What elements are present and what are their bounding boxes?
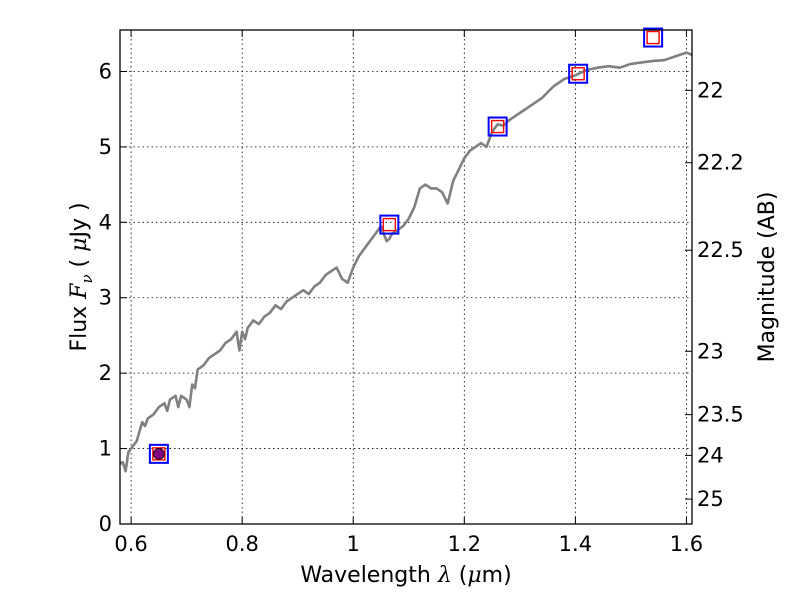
y2-axis-label-text: Magnitude (AB)	[755, 192, 780, 363]
photometry-marker-blue	[487, 116, 508, 137]
y-axis-label-text: Flux Fν ( μJy )	[67, 202, 96, 351]
y2-tick-label: 25	[697, 487, 724, 511]
y-tick-label: 2	[99, 361, 112, 385]
spectrum-line	[119, 51, 693, 473]
x-tick-label: 0.8	[225, 532, 258, 556]
y-axis-paren-open: (	[67, 252, 92, 275]
y2-tick-label: 24	[697, 443, 724, 467]
x-tick-label: 1.6	[670, 532, 703, 556]
y2-tick-label: 22.5	[697, 238, 744, 262]
y-tick-label: 5	[99, 135, 112, 159]
y-axis-F: F	[67, 283, 92, 300]
y-tick-label: 6	[99, 59, 112, 83]
model-marker-red	[152, 447, 166, 461]
y-axis-label-prefix: Flux	[67, 299, 92, 352]
x-tick-label: 0.6	[114, 532, 147, 556]
x-tick-label: 1	[347, 532, 360, 556]
model-marker-red	[382, 217, 397, 232]
y2-tick-label: 23.5	[697, 403, 744, 427]
y2-tick-label: 23	[697, 339, 724, 363]
y-axis-label: Flux Fν ( μJy )	[67, 202, 96, 351]
photometry-marker-blue	[643, 27, 664, 48]
y-tick-label: 4	[99, 210, 112, 234]
photometry-marker-blue	[568, 63, 589, 84]
x-tick-label: 1.4	[559, 532, 592, 556]
photometry-marker-blue	[148, 443, 169, 464]
x-axis-unit-close: m)	[482, 563, 512, 588]
data-point	[152, 447, 165, 460]
photometry-marker-blue	[379, 214, 400, 235]
y2-tick-label: 22.2	[697, 151, 744, 175]
y-tick-label: 3	[99, 286, 112, 310]
x-axis-label: Wavelength λ (μm)	[300, 563, 511, 588]
x-axis-label-prefix: Wavelength	[300, 563, 438, 588]
axis-ticks	[120, 30, 692, 525]
y-tick-label: 0	[99, 512, 112, 536]
model-marker-red	[571, 67, 585, 81]
y2-axis-label: Magnitude (AB)	[755, 192, 780, 363]
x-axis-mu: μ	[467, 563, 481, 588]
y-tick-label: 1	[99, 437, 112, 461]
y-axis-mu: μ	[67, 238, 92, 252]
x-axis-lambda: λ	[437, 563, 452, 588]
model-marker-red	[490, 119, 505, 134]
y-axis-unit: Jy )	[67, 202, 92, 239]
x-tick-label: 1.2	[448, 532, 481, 556]
y2-tick-label: 22	[697, 78, 724, 102]
axes-frame	[119, 29, 693, 525]
y-axis-nu: ν	[78, 274, 96, 283]
model-marker-red	[646, 30, 660, 45]
plot-series	[119, 27, 693, 473]
x-axis-unit-open: (	[452, 563, 468, 588]
axis-tick-labels: 0.6 0.8 1 1.2 1.4 1.601234562222.222.52323.52…	[99, 59, 744, 556]
